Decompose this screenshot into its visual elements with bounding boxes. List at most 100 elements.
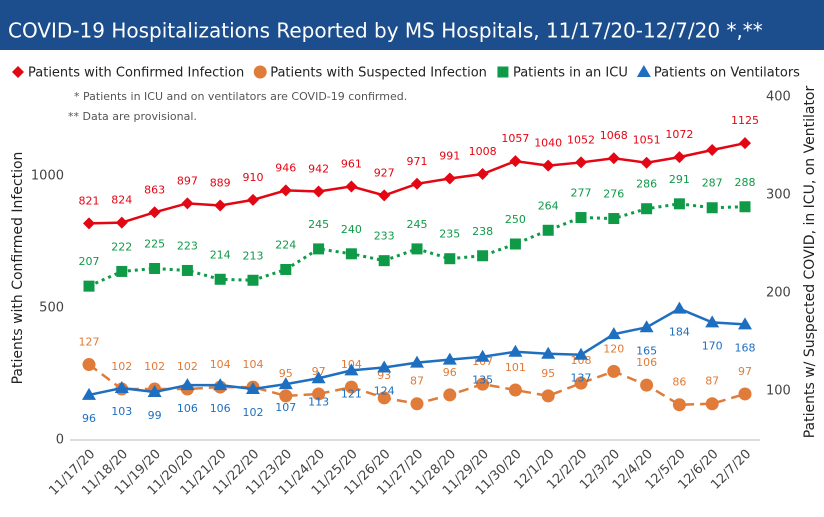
y2-tick-label: 400 xyxy=(766,90,791,105)
legend-label: Patients in an ICU xyxy=(513,66,628,81)
data-label: 207 xyxy=(79,255,100,268)
marker xyxy=(377,391,391,405)
marker xyxy=(149,263,161,274)
marker xyxy=(672,301,687,314)
data-label: 821 xyxy=(79,194,100,207)
marker xyxy=(253,65,267,79)
data-label: 1051 xyxy=(633,134,661,147)
marker xyxy=(378,255,390,267)
data-label: 288 xyxy=(735,176,756,189)
legend-label: Patients on Ventilators xyxy=(654,66,800,81)
marker xyxy=(608,213,620,225)
marker xyxy=(377,360,392,373)
marker xyxy=(541,346,556,359)
marker xyxy=(181,264,193,276)
marker xyxy=(509,238,521,250)
data-label: 96 xyxy=(443,366,457,379)
note: ** Data are provisional. xyxy=(68,110,197,123)
marker xyxy=(706,202,718,214)
marker xyxy=(575,156,587,169)
marker xyxy=(115,216,128,229)
y-tick-label: 0 xyxy=(56,433,64,448)
data-label: 168 xyxy=(735,341,756,354)
marker xyxy=(312,185,325,198)
marker xyxy=(411,243,423,255)
data-label: 87 xyxy=(705,375,719,388)
data-label: 942 xyxy=(308,162,329,175)
title-bar xyxy=(0,0,824,50)
data-label: 106 xyxy=(636,356,657,369)
marker xyxy=(311,371,326,384)
y-tick-label: 500 xyxy=(39,301,64,316)
marker xyxy=(509,155,522,168)
y2-tick-label: 200 xyxy=(766,286,791,301)
marker xyxy=(410,397,424,411)
data-label: 103 xyxy=(111,405,132,418)
data-label: 107 xyxy=(275,401,296,414)
marker xyxy=(672,398,686,412)
y-axis-title: Patients with Confirmed Infection xyxy=(10,152,26,385)
marker xyxy=(12,66,24,78)
marker xyxy=(641,203,653,215)
marker xyxy=(180,378,195,391)
data-label: 184 xyxy=(669,326,690,339)
marker xyxy=(312,387,326,401)
data-label: 889 xyxy=(210,176,231,189)
marker xyxy=(541,389,555,403)
data-label: 222 xyxy=(111,240,132,253)
data-label: 127 xyxy=(79,336,100,349)
marker xyxy=(116,265,128,277)
marker xyxy=(279,184,292,197)
marker xyxy=(673,198,685,210)
legend-label: Patients with Suspected Infection xyxy=(270,66,487,81)
data-label: 1052 xyxy=(567,133,595,146)
data-label: 863 xyxy=(144,183,165,196)
data-label: 240 xyxy=(341,223,362,236)
data-label: 897 xyxy=(177,174,198,187)
marker xyxy=(378,189,391,202)
data-label: 170 xyxy=(702,339,723,352)
marker xyxy=(280,263,292,275)
marker xyxy=(147,384,162,397)
marker xyxy=(575,212,587,224)
data-label: 102 xyxy=(111,360,132,373)
data-label: 223 xyxy=(177,239,198,252)
data-label: 87 xyxy=(410,375,424,388)
data-label: 95 xyxy=(279,367,293,380)
data-label: 235 xyxy=(439,228,460,241)
marker xyxy=(673,151,686,164)
marker xyxy=(214,199,227,212)
marker xyxy=(607,152,620,165)
data-label: 971 xyxy=(407,155,428,168)
data-label: 120 xyxy=(603,342,624,355)
data-label: 245 xyxy=(407,218,428,231)
marker xyxy=(247,193,259,206)
marker xyxy=(705,397,719,411)
data-label: 165 xyxy=(636,344,657,357)
data-label: 102 xyxy=(177,360,198,373)
chart-title: COVID-19 Hospitalizations Reported by MS… xyxy=(8,19,763,43)
marker xyxy=(606,327,621,340)
marker xyxy=(411,177,423,190)
marker xyxy=(181,197,194,210)
marker xyxy=(739,137,751,150)
marker xyxy=(82,387,96,400)
data-label: 245 xyxy=(308,218,329,231)
data-label: 135 xyxy=(472,374,493,387)
data-label: 101 xyxy=(505,361,526,374)
legend-label: Patients with Confirmed Infection xyxy=(28,66,244,81)
marker xyxy=(640,378,654,392)
data-label: 1057 xyxy=(501,132,529,145)
y2-tick-label: 300 xyxy=(766,188,791,203)
data-label: 927 xyxy=(374,166,395,179)
data-label: 250 xyxy=(505,213,526,226)
data-label: 910 xyxy=(243,171,264,184)
marker xyxy=(738,387,752,401)
data-label: 121 xyxy=(341,387,362,400)
marker xyxy=(213,378,228,391)
data-label: 1068 xyxy=(600,129,628,142)
data-label: 137 xyxy=(571,372,592,385)
marker xyxy=(739,201,751,213)
data-label: 97 xyxy=(738,365,752,378)
